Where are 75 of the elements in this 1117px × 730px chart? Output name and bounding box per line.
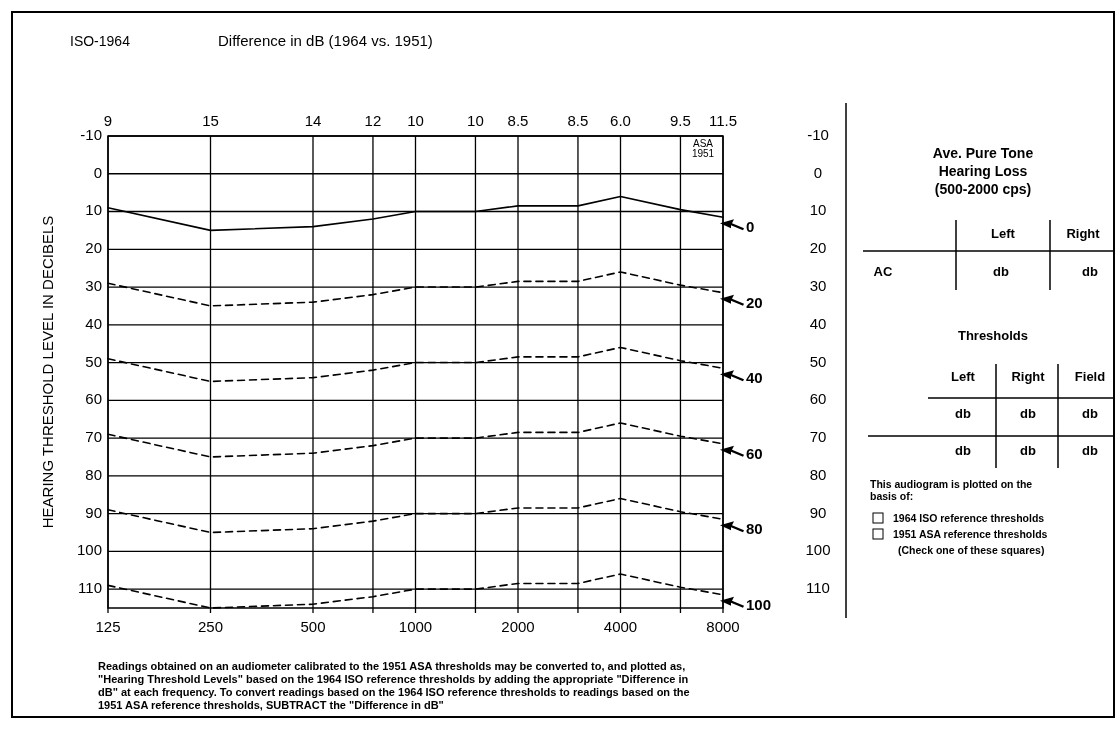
text: This audiogram is plotted on the basis of: bbox=[870, 478, 1033, 502]
text: 8.5 bbox=[507, 112, 529, 129]
y2-tick-label: 10 bbox=[809, 201, 827, 219]
y2-tick-label: -10 bbox=[807, 125, 829, 143]
y-tick-label: 0 bbox=[93, 163, 102, 181]
text: (Check one of these squares) bbox=[898, 544, 1045, 556]
x-tick-label: 500 bbox=[300, 618, 326, 635]
text: db bbox=[1082, 443, 1098, 458]
x-tick-label: 1000 bbox=[398, 618, 433, 635]
annotation: ASA 1951 bbox=[691, 138, 715, 159]
text: Left bbox=[991, 226, 1016, 241]
y2-tick-label: 90 bbox=[809, 503, 827, 521]
text: db bbox=[1020, 406, 1036, 421]
text: Left bbox=[951, 369, 976, 384]
y-tick-label: 20 bbox=[85, 239, 102, 257]
y-tick-label: 50 bbox=[85, 352, 102, 370]
y-axis-title: HEARING THRESHOLD LEVEL IN DECIBELS bbox=[39, 215, 56, 529]
y-tick-label: 10 bbox=[85, 201, 102, 219]
text: Right bbox=[1066, 226, 1101, 241]
y-tick-label: -10 bbox=[80, 125, 102, 143]
text: AC bbox=[873, 264, 893, 279]
text: Field bbox=[1074, 369, 1106, 384]
x2-axis-title: Difference in dB (1964 vs. 1951) bbox=[218, 32, 433, 49]
text: 12 bbox=[364, 112, 382, 129]
text: db bbox=[1082, 264, 1098, 279]
y2-tick-label: 20 bbox=[809, 239, 827, 257]
chart-title: ISO-1964 bbox=[70, 33, 131, 49]
y-tick-label: 70 bbox=[85, 428, 102, 446]
x-tick-label: 8000 bbox=[706, 618, 740, 635]
legend-label: 100 bbox=[746, 595, 772, 613]
y-tick-label: 100 bbox=[76, 541, 102, 559]
y2-tick-label: 30 bbox=[809, 277, 827, 295]
y2-tick-label: 70 bbox=[809, 428, 827, 446]
y-tick-label: 80 bbox=[85, 465, 102, 483]
y2-tick-label: 100 bbox=[805, 541, 831, 559]
x-tick-label: 250 bbox=[197, 618, 224, 635]
text: Ave. Pure Tone Hearing Loss (500-2000 cps) bbox=[932, 145, 1034, 197]
text: Readings obtained on an audiometer calibrated to the 1951 ASA thresholds may be converted to, and plotted as, "Hearing Threshold Levels" based on the 1964 ISO reference thresholds by adding the appropriate "Difference in dB" at each frequency. To convert readings based on the 1964 ISO reference thresholds to readings based on the 1951 ASA reference thresholds, SUBTRACT the "Difference in dB" bbox=[98, 660, 690, 711]
text: db bbox=[955, 443, 971, 458]
text: 9 bbox=[103, 112, 113, 129]
text: 1964 ISO reference thresholds bbox=[893, 512, 1045, 524]
text: db bbox=[993, 264, 1009, 279]
text: 1951 ASA reference thresholds bbox=[893, 528, 1048, 540]
legend-label: 40 bbox=[746, 369, 763, 387]
text: db bbox=[1082, 406, 1098, 421]
y2-tick-label: 40 bbox=[809, 314, 827, 332]
y-tick-label: 110 bbox=[78, 579, 102, 597]
y2-tick-label: 60 bbox=[809, 390, 827, 408]
x-tick-label: 2000 bbox=[501, 618, 535, 635]
x-tick-label: 4000 bbox=[603, 618, 638, 635]
text: 15 bbox=[202, 112, 219, 129]
y2-tick-label: 0 bbox=[813, 163, 823, 181]
x-tick-label: 125 bbox=[95, 618, 121, 635]
text: db bbox=[955, 406, 971, 421]
text: 6.0 bbox=[610, 112, 631, 129]
y2-tick-label: 80 bbox=[809, 465, 827, 483]
text: 11.5 bbox=[708, 112, 738, 129]
legend-label: 0 bbox=[746, 218, 755, 236]
y2-tick-label: 50 bbox=[809, 352, 827, 370]
y-tick-label: 90 bbox=[85, 503, 102, 521]
legend-label: 80 bbox=[746, 520, 763, 538]
text: 10 bbox=[407, 112, 424, 129]
text: Thresholds bbox=[957, 328, 1029, 343]
y-tick-label: 60 bbox=[85, 390, 102, 408]
legend-label: 20 bbox=[746, 293, 763, 311]
legend-label: 60 bbox=[746, 444, 763, 462]
y-tick-label: 30 bbox=[85, 277, 102, 295]
y2-tick-label: 110 bbox=[806, 579, 830, 597]
text: 10 bbox=[467, 112, 484, 129]
text: 9.5 bbox=[670, 112, 691, 129]
y-tick-label: 40 bbox=[85, 314, 102, 332]
text: 8.5 bbox=[567, 112, 589, 129]
text: db bbox=[1020, 443, 1036, 458]
text: 14 bbox=[304, 112, 322, 129]
text: Right bbox=[1011, 369, 1046, 384]
